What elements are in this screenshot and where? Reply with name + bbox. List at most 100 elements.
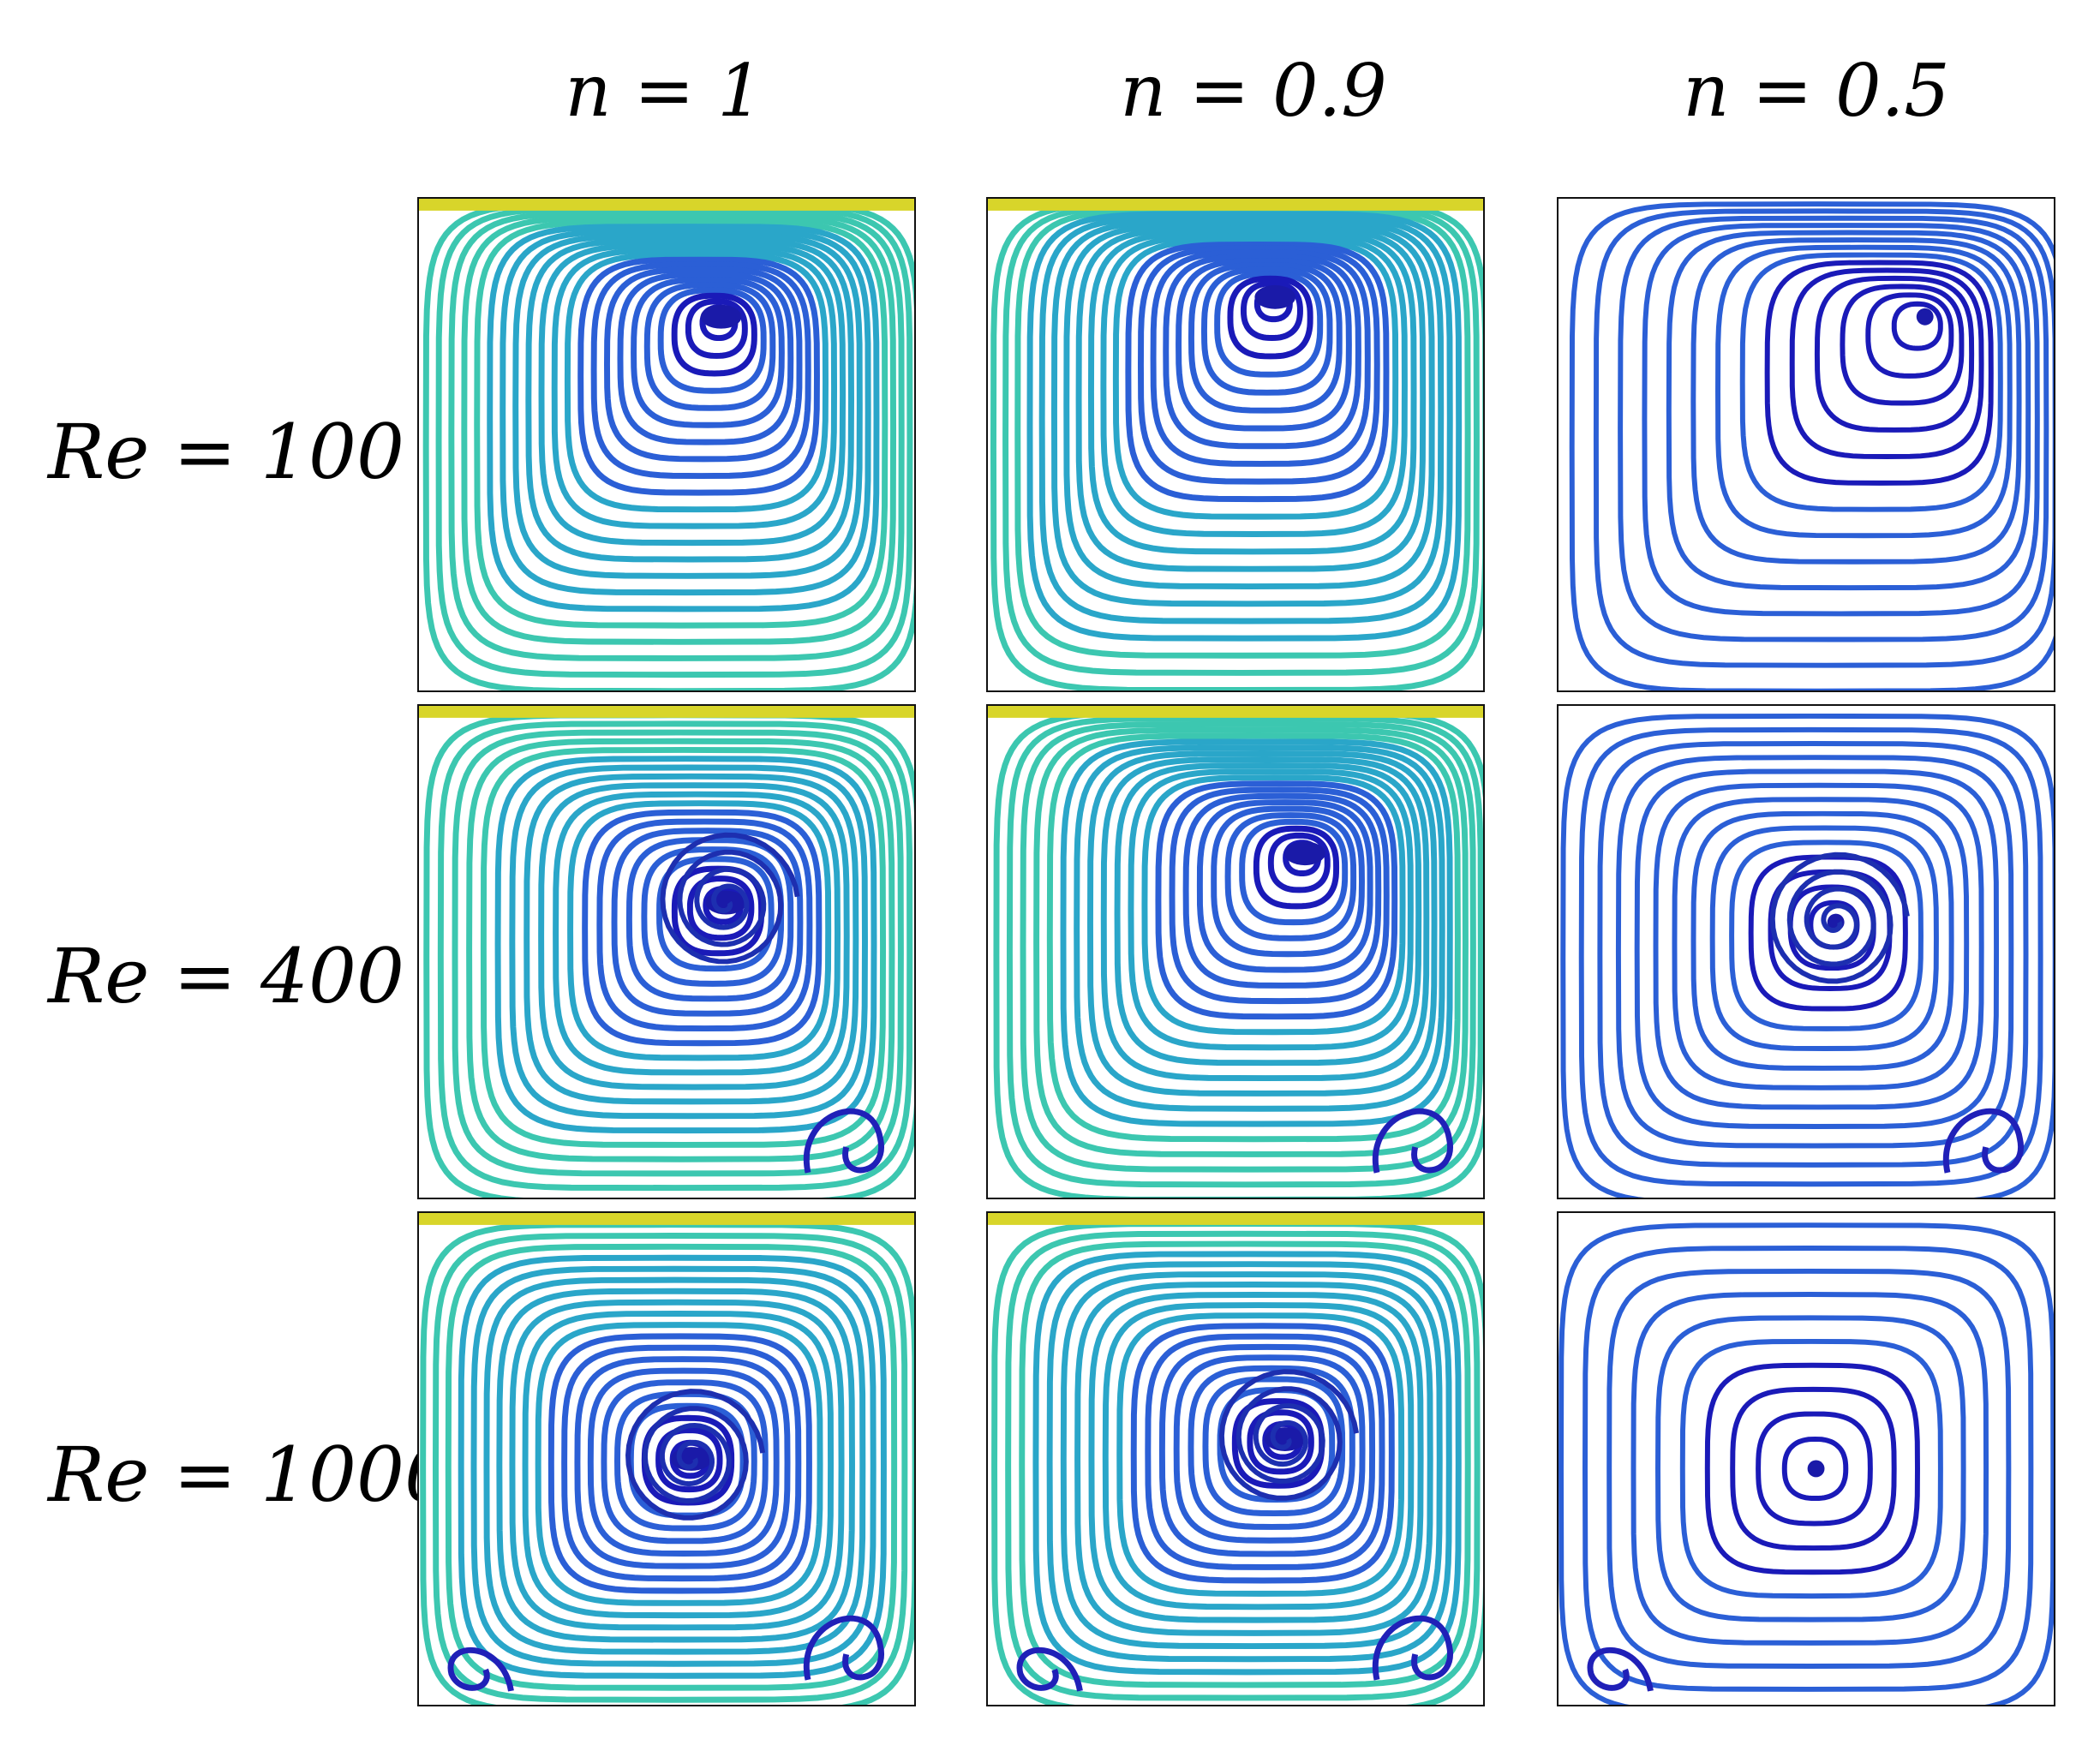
streamline <box>1739 252 2003 512</box>
streamline <box>1137 245 1380 485</box>
streamline-plot <box>1560 713 2054 1198</box>
streamline <box>1100 756 1430 1082</box>
streamline <box>1560 713 2054 1198</box>
streamline <box>1729 840 1924 1031</box>
streamline <box>1709 825 1939 1051</box>
streamline <box>1224 812 1357 941</box>
streamline <box>1606 1268 2012 1669</box>
streamline-plot <box>988 1213 1483 1705</box>
streamline <box>577 256 820 496</box>
streamline <box>452 729 904 1177</box>
streamline <box>1188 1365 1355 1530</box>
lid-band <box>419 706 914 718</box>
streamline <box>1088 1292 1424 1623</box>
streamline <box>685 298 748 359</box>
streamline <box>1116 1312 1405 1597</box>
streamline <box>509 1299 845 1631</box>
streamline <box>1112 237 1399 520</box>
streamline <box>611 828 804 1017</box>
streamline <box>1569 201 2054 690</box>
streamline <box>1182 792 1382 989</box>
lid-band <box>419 199 914 211</box>
streamline <box>656 856 775 972</box>
streamline <box>643 282 776 411</box>
streamline <box>1200 266 1333 396</box>
vortex-core <box>1284 841 1325 866</box>
spiral-streamline <box>1769 852 1910 984</box>
streamline <box>1130 1323 1395 1584</box>
streamline <box>587 1367 780 1557</box>
streamline <box>1666 230 2031 591</box>
streamline <box>1227 275 1313 360</box>
streamline <box>538 242 847 547</box>
streamline <box>1006 715 1483 1188</box>
vortex-core <box>1254 284 1296 309</box>
streamline <box>1814 275 1975 433</box>
streamline <box>525 237 854 563</box>
lid-band <box>988 199 1483 211</box>
streamline <box>1125 242 1390 503</box>
streamline-panel-re100-n0.9 <box>986 197 1485 692</box>
streamline <box>422 200 914 690</box>
streamline <box>631 277 785 428</box>
streamline <box>1087 750 1438 1097</box>
column-label-n-0.9: n = 0.9 <box>1120 49 1387 133</box>
streamline <box>1615 755 2014 1149</box>
streamline <box>1655 1315 1966 1622</box>
streamline <box>1253 825 1340 910</box>
streamline <box>474 218 888 629</box>
streamline <box>1267 832 1331 893</box>
streamline <box>1020 720 1476 1173</box>
vortex-core <box>1916 308 1934 326</box>
streamline <box>1559 1222 2054 1705</box>
streamline <box>1582 1246 2034 1692</box>
streamline <box>1756 1411 1873 1527</box>
streamline <box>601 1379 769 1545</box>
streamline <box>461 214 897 645</box>
streamline <box>494 756 877 1134</box>
streamline <box>1163 254 1361 450</box>
streamline <box>1240 280 1303 341</box>
row-label-re-1000: Re = 1000 <box>48 1431 452 1519</box>
spiral-streamline <box>1218 1369 1360 1501</box>
streamline <box>1653 782 1984 1110</box>
streamline <box>1768 869 1893 991</box>
streamline <box>1169 786 1390 1005</box>
streamline <box>1158 1343 1376 1557</box>
streamline <box>1679 1338 1943 1599</box>
streamline <box>496 1288 855 1643</box>
streamline <box>445 1243 898 1691</box>
streamline <box>538 782 850 1091</box>
streamline <box>1865 292 1954 379</box>
streamline <box>435 205 913 678</box>
streamline <box>448 210 905 661</box>
streamline <box>1672 797 1970 1091</box>
streamline <box>1087 230 1417 555</box>
streamline <box>1141 774 1406 1036</box>
streamline <box>1730 1386 1897 1551</box>
streamline <box>703 886 745 925</box>
column-label-n-1: n = 1 <box>565 49 763 133</box>
streamline <box>551 247 838 529</box>
streamline <box>1214 271 1324 378</box>
streamline <box>458 1254 887 1679</box>
streamline <box>1764 260 1994 486</box>
streamline <box>590 261 811 480</box>
streamline <box>547 1333 812 1594</box>
streamline <box>524 773 859 1105</box>
streamline-plot <box>419 1213 914 1705</box>
streamline <box>1074 1282 1433 1636</box>
streamline <box>1060 1271 1443 1650</box>
streamline <box>480 746 887 1148</box>
streamline <box>1100 233 1408 537</box>
streamline <box>1690 810 1954 1071</box>
streamline <box>655 1427 723 1493</box>
streamline-panel-re100-n0.5 <box>1557 197 2055 692</box>
streamline <box>990 200 1483 690</box>
corner-eddy <box>1942 1108 2024 1174</box>
vortex-core <box>1807 1460 1825 1478</box>
streamline <box>1789 267 1984 459</box>
streamline-panel-re1000-n0.9 <box>986 1211 1485 1706</box>
streamline <box>535 1322 823 1606</box>
streamline <box>1781 1436 1849 1501</box>
